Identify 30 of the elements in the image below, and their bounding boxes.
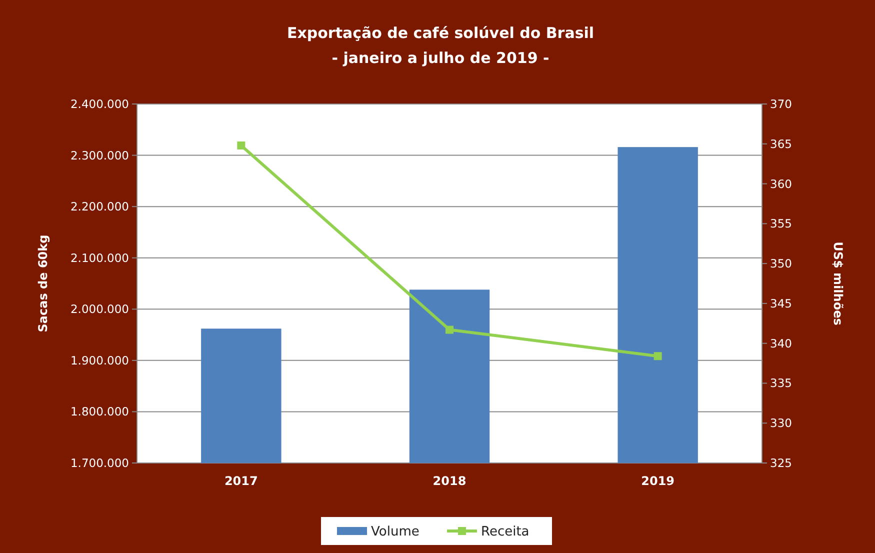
chart-title: Exportação de café solúvel do Brasil [286, 24, 594, 42]
y2-tick-label: 360 [770, 176, 792, 191]
y2-tick-label: 340 [770, 336, 792, 350]
y-tick-label: 2.200.000 [70, 200, 129, 214]
point [237, 141, 246, 150]
y-tick-label: 1.800.000 [70, 404, 129, 419]
legend-label: Receita [481, 524, 530, 540]
y2-tick-label: 335 [770, 376, 792, 390]
y-axis-title: Sacas de 60kg [36, 234, 50, 332]
y2-tick-label: 350 [770, 256, 792, 271]
y2-tick-label: 365 [770, 136, 792, 151]
legend-label: Volume [371, 524, 420, 540]
y2-tick-label: 330 [770, 416, 792, 430]
point [446, 326, 454, 334]
x-tick-label: 2018 [432, 474, 466, 488]
y2-tick-label: 370 [770, 97, 792, 112]
y-tick-label: 2.300.000 [70, 148, 129, 162]
point [654, 352, 662, 360]
y2-tick-label: 355 [770, 216, 792, 231]
y2-tick-label: 325 [770, 456, 792, 470]
x-tick-label: 2017 [224, 474, 258, 488]
y-tick-label: 2.000.000 [70, 302, 129, 316]
x-tick-label: 2019 [641, 474, 675, 488]
y2-axis-title: US$ milhões [831, 242, 845, 326]
y-tick-label: 1.700.000 [70, 456, 129, 470]
y-tick-label: 1.900.000 [70, 353, 129, 368]
chart-subtitle: - janeiro a julho de 2019 - [332, 49, 550, 67]
y-tick-label: 2.400.000 [70, 97, 129, 112]
y-tick-label: 2.100.000 [70, 250, 129, 265]
y2-tick-label: 345 [770, 296, 792, 310]
